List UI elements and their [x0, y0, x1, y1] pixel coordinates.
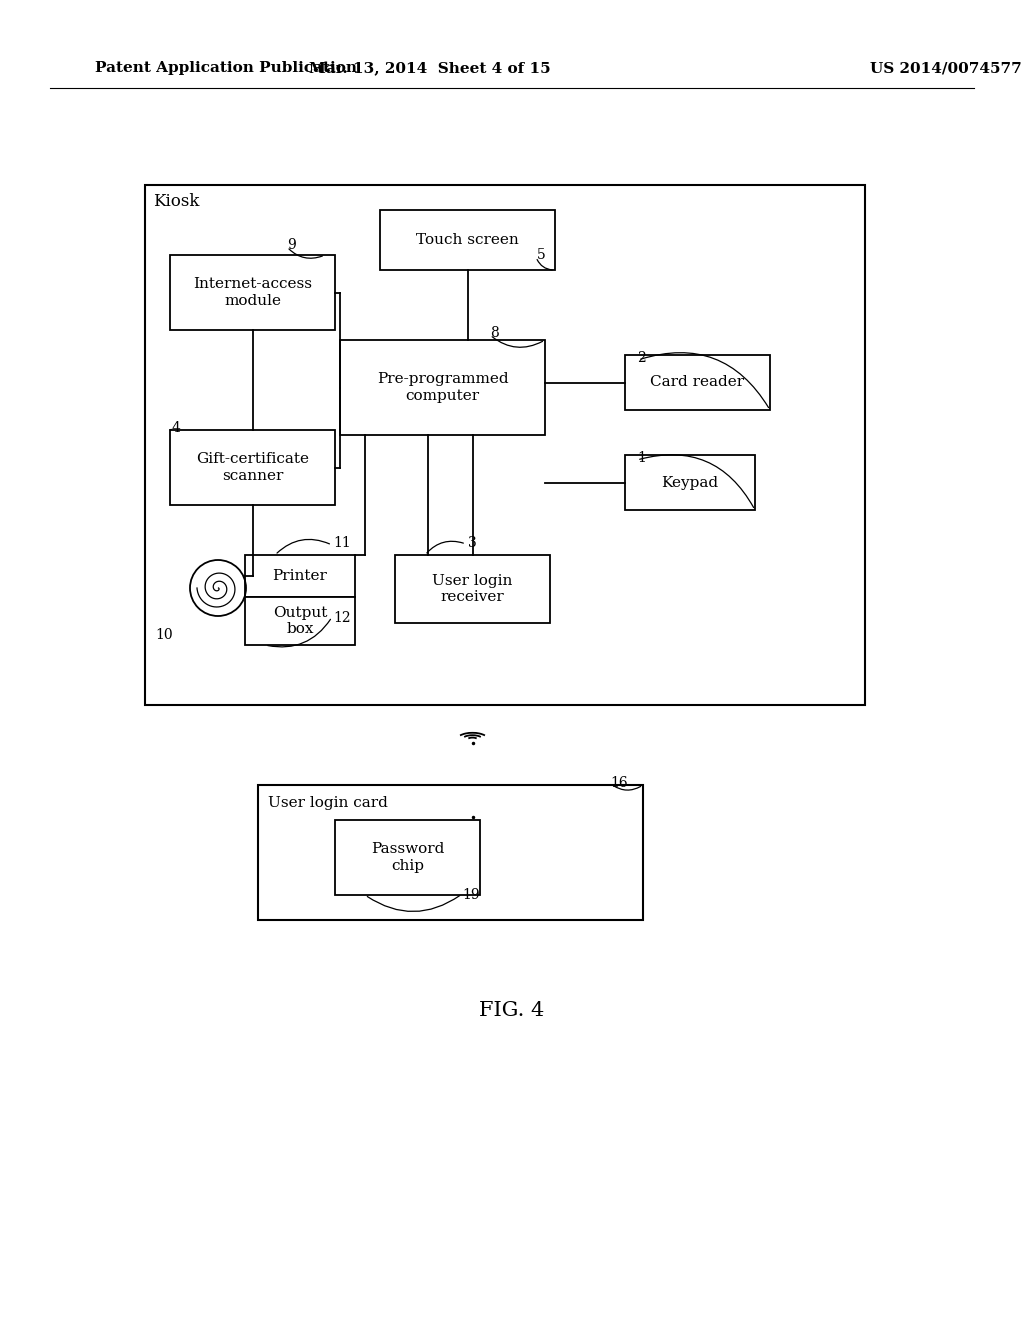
Bar — [170, 255, 335, 330]
Bar — [380, 210, 555, 271]
Text: FIG. 4: FIG. 4 — [479, 1001, 545, 1019]
Text: User login card: User login card — [268, 796, 388, 810]
Text: Kiosk: Kiosk — [153, 193, 200, 210]
Text: 19: 19 — [462, 888, 479, 902]
Text: 16: 16 — [610, 776, 628, 789]
Text: Gift-certificate
scanner: Gift-certificate scanner — [196, 453, 309, 483]
Text: Patent Application Publication: Patent Application Publication — [95, 61, 357, 75]
Text: Keypad: Keypad — [662, 475, 719, 490]
Bar — [145, 185, 865, 705]
Bar — [395, 554, 550, 623]
Text: Password
chip: Password chip — [371, 842, 444, 873]
Text: 8: 8 — [490, 326, 499, 341]
Bar — [258, 785, 643, 920]
Bar — [245, 554, 355, 597]
Text: 5: 5 — [537, 248, 546, 261]
Text: Output
box: Output box — [272, 606, 328, 636]
Text: US 2014/0074577 A1: US 2014/0074577 A1 — [870, 61, 1024, 75]
Text: Printer: Printer — [272, 569, 328, 583]
Bar — [625, 455, 755, 510]
Bar — [335, 820, 480, 895]
Text: User login
receiver: User login receiver — [432, 574, 513, 605]
Text: Card reader: Card reader — [650, 375, 744, 389]
Text: Internet-access
module: Internet-access module — [193, 277, 312, 308]
Text: 2: 2 — [637, 351, 646, 366]
Text: 9: 9 — [287, 238, 296, 252]
Bar — [340, 341, 545, 436]
Text: 10: 10 — [155, 628, 173, 642]
Text: 11: 11 — [333, 536, 351, 550]
Bar — [625, 355, 770, 411]
Text: 1: 1 — [637, 451, 646, 465]
Text: 12: 12 — [333, 611, 350, 624]
Text: 3: 3 — [468, 536, 477, 550]
Text: 4: 4 — [172, 421, 181, 436]
Bar — [170, 430, 335, 506]
Text: Pre-programmed
computer: Pre-programmed computer — [377, 372, 508, 403]
Text: Touch screen: Touch screen — [416, 234, 519, 247]
Bar — [245, 597, 355, 645]
Text: Mar. 13, 2014  Sheet 4 of 15: Mar. 13, 2014 Sheet 4 of 15 — [309, 61, 551, 75]
